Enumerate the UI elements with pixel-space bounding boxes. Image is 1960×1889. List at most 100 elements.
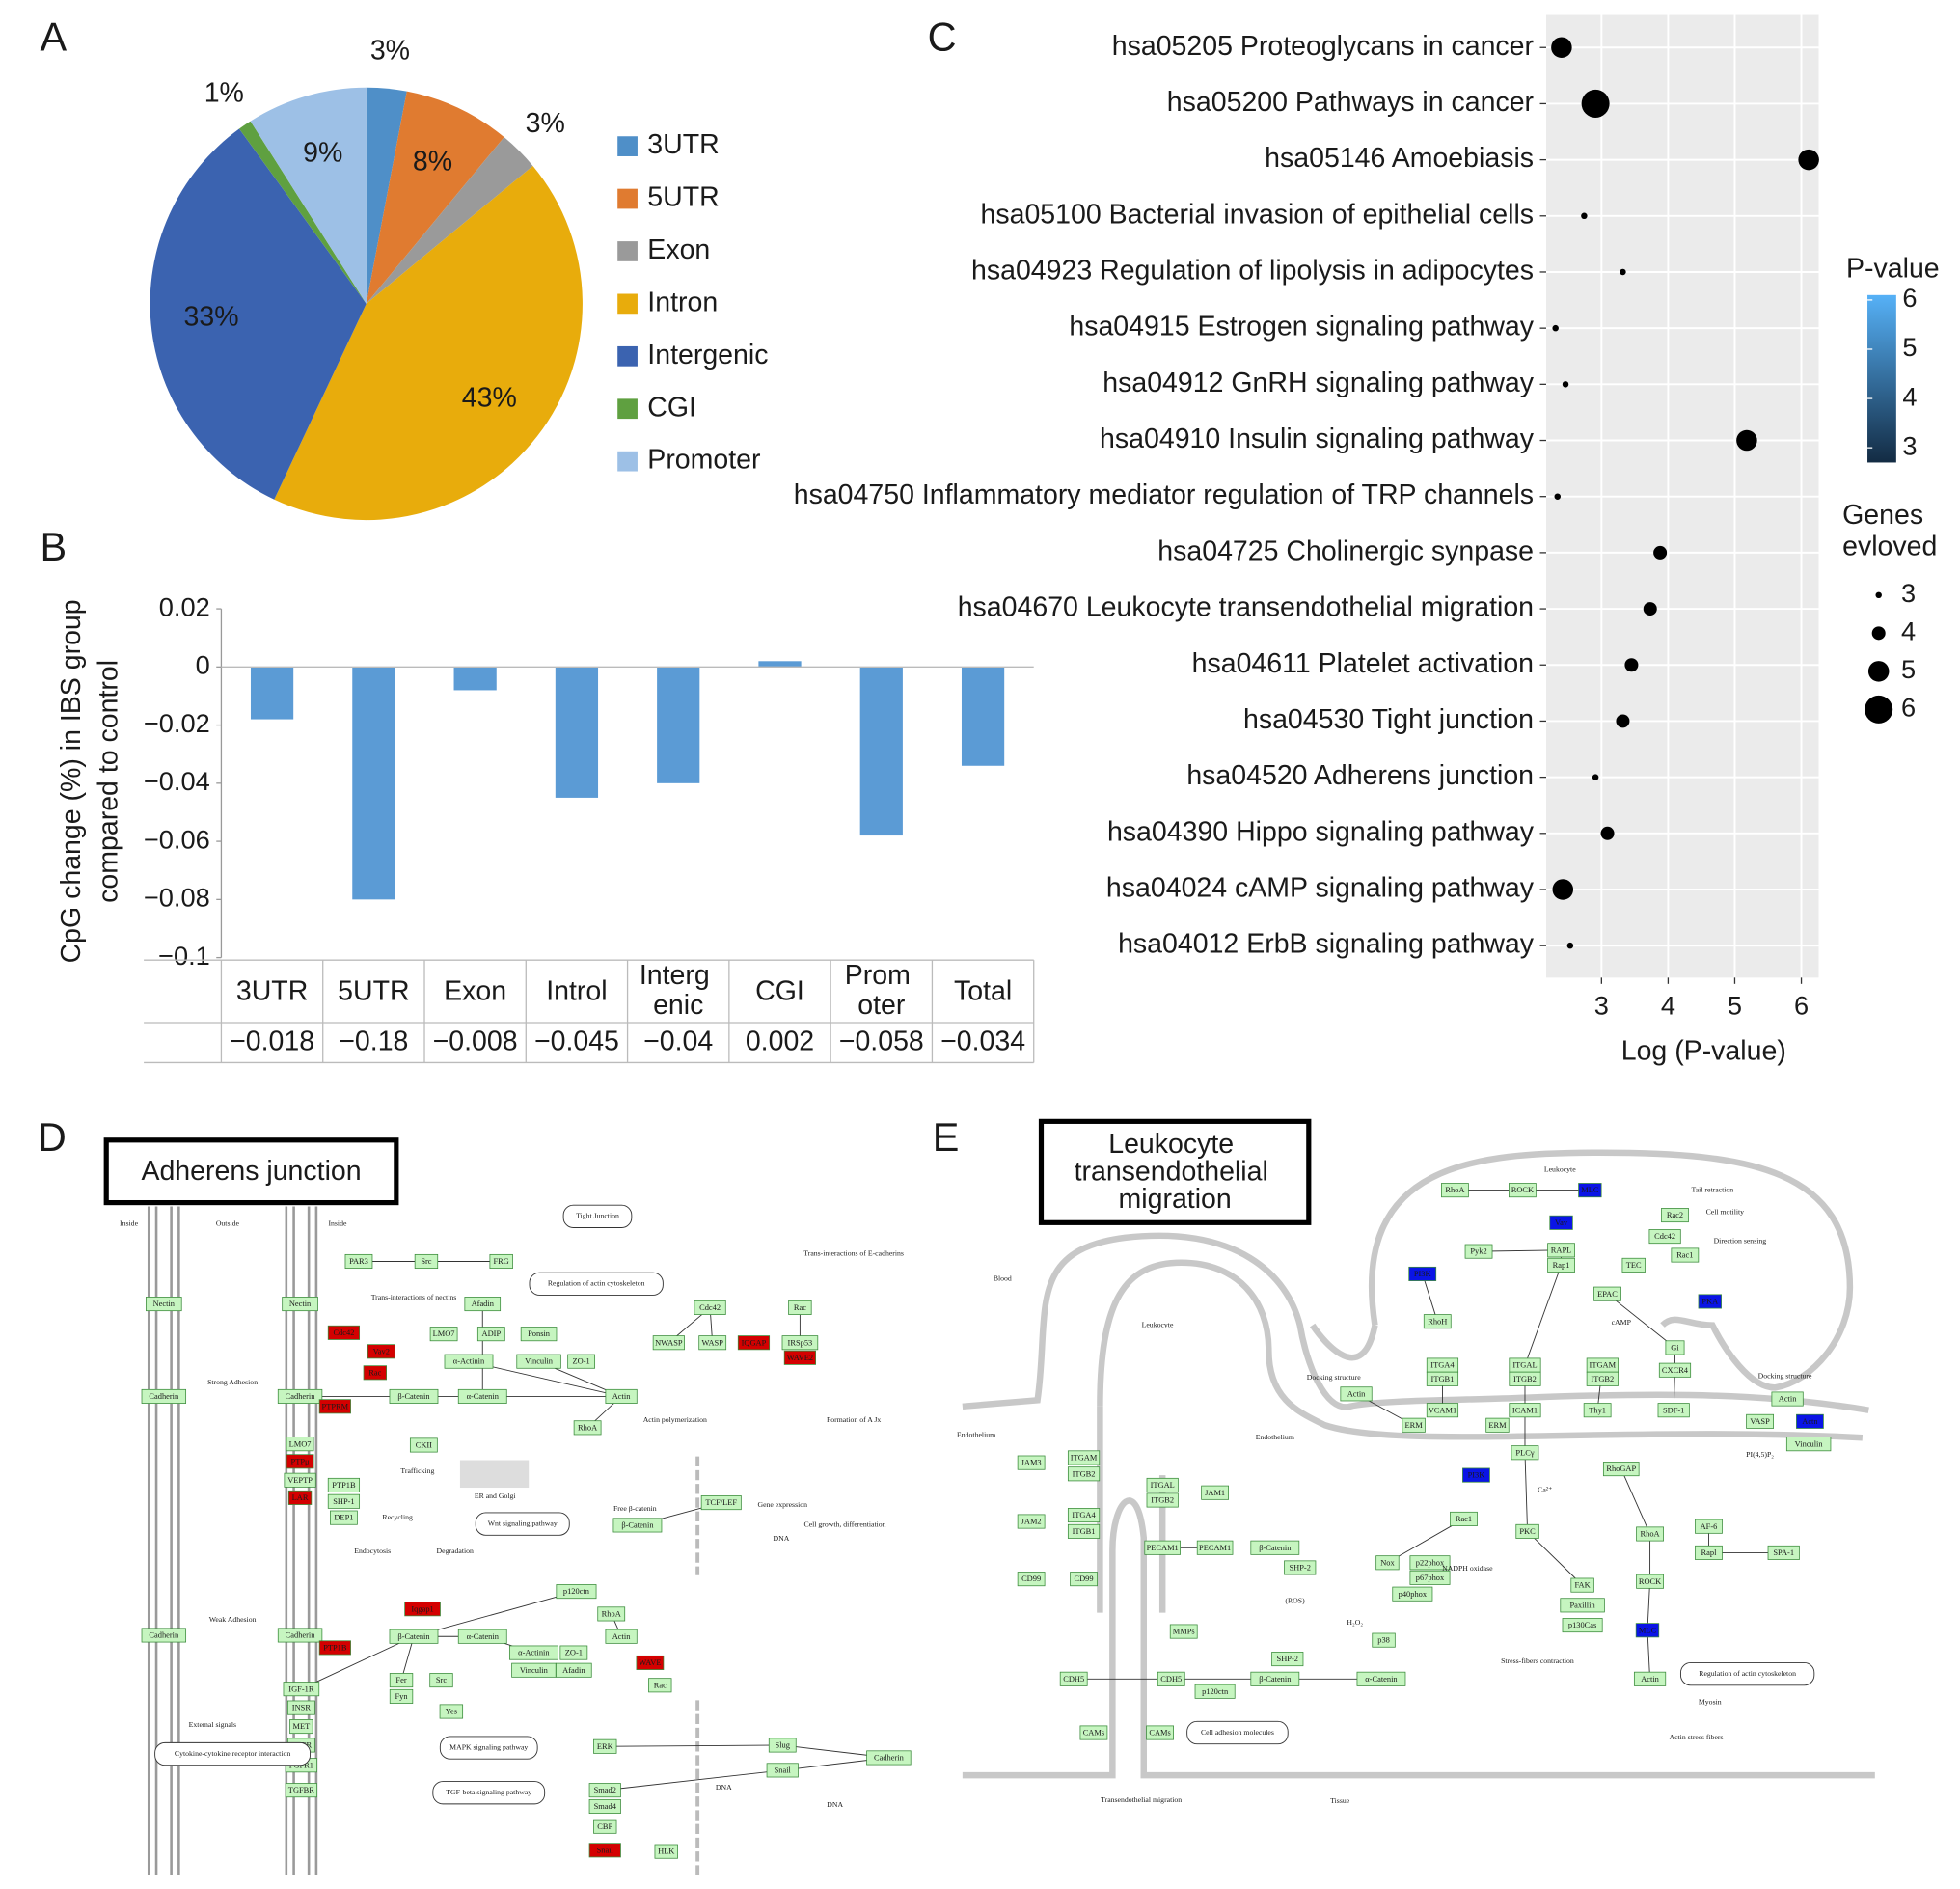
edge xyxy=(1422,1273,1439,1323)
legend-tick-label: 6 xyxy=(1902,283,1917,313)
gene-label: HLK xyxy=(658,1847,674,1856)
gene-label: NWASP xyxy=(655,1337,683,1347)
gene-label: α-Actinin xyxy=(518,1648,550,1657)
gene-node xyxy=(1661,1208,1689,1223)
gene-node xyxy=(1509,1403,1541,1418)
note: Tissue xyxy=(1330,1796,1350,1805)
gene-label: EPAC xyxy=(1597,1289,1618,1299)
legend-title: Genes evloved xyxy=(1842,500,1937,561)
category-label: 3UTR xyxy=(236,975,308,1006)
gene-label: VCAM1 xyxy=(1429,1405,1456,1414)
gene-node xyxy=(652,1335,685,1351)
title-box xyxy=(1038,1118,1312,1225)
gene-label: Rap1 xyxy=(1553,1260,1570,1270)
note: H₂O₂ xyxy=(1347,1618,1363,1627)
gene-label: ITGB2 xyxy=(1073,1468,1096,1478)
gene-label: RhoGAP xyxy=(1606,1464,1636,1473)
gene-node xyxy=(330,1510,358,1525)
gene-label: ITGA4 xyxy=(1430,1360,1455,1370)
gene-node xyxy=(1146,1492,1179,1508)
gene-node xyxy=(1547,1257,1575,1273)
gene-label: IGF-1R xyxy=(288,1684,314,1693)
gene-node xyxy=(781,1335,819,1351)
gene-node xyxy=(457,1629,507,1644)
gene-label: PI3K xyxy=(1468,1470,1485,1480)
legend-swatch xyxy=(617,398,638,420)
gene-node xyxy=(327,1493,361,1509)
legend-label: 4 xyxy=(1901,616,1916,646)
gene-label: RhoA xyxy=(602,1609,622,1619)
note: Docking structure xyxy=(1307,1373,1361,1382)
data-label: 8% xyxy=(413,146,452,177)
gene-label: α-Catenin xyxy=(467,1631,500,1641)
note: DNA xyxy=(774,1534,790,1543)
gene-label: β-Catenin xyxy=(1259,1674,1292,1684)
edge xyxy=(1527,1531,1584,1586)
gene-label: Iqgap1 xyxy=(411,1603,433,1613)
note: Myosin xyxy=(1699,1698,1722,1707)
gene-label: Cadherin xyxy=(286,1630,316,1640)
gene-label: p38 xyxy=(1377,1635,1390,1645)
gene-node xyxy=(286,1700,315,1715)
gene-label: SHP-1 xyxy=(333,1496,354,1506)
gene-label: TEC xyxy=(1626,1260,1642,1270)
gene-label: Src xyxy=(436,1675,447,1684)
gene-label: Vinculin xyxy=(520,1665,549,1675)
note: Leukocyte xyxy=(1544,1165,1576,1174)
gene-label: SPA-1 xyxy=(1773,1547,1794,1557)
gene-node xyxy=(1284,1560,1317,1575)
gene-node xyxy=(1017,1455,1046,1470)
gene-label: ITGA4 xyxy=(1072,1510,1096,1519)
note: Endothelium xyxy=(1256,1433,1294,1441)
panel-label: D xyxy=(38,1114,67,1160)
pie-slice xyxy=(366,91,504,304)
bar xyxy=(758,661,802,668)
gene-label: Pyk2 xyxy=(1470,1246,1486,1256)
gene-node xyxy=(1633,1671,1667,1686)
bar xyxy=(453,667,497,691)
gene-node xyxy=(367,1344,395,1359)
gene-label: MLC xyxy=(1639,1625,1657,1634)
bar xyxy=(859,667,903,836)
note: Tail retraction xyxy=(1692,1185,1734,1193)
x-tick-label: 6 xyxy=(1794,991,1809,1021)
table-value: −0.034 xyxy=(940,1026,1025,1056)
gene-node xyxy=(1067,1523,1101,1539)
table-value: −0.18 xyxy=(339,1026,408,1056)
gene-label: Actin xyxy=(612,1391,631,1401)
pathway-link xyxy=(154,1741,312,1766)
gene-node xyxy=(1767,1545,1800,1560)
note: Transendothelial migration xyxy=(1101,1795,1182,1804)
gene-node xyxy=(287,1490,313,1505)
gene-label: Smad4 xyxy=(594,1801,617,1811)
gene-node xyxy=(489,1253,513,1270)
gene-label: SDF-1 xyxy=(1663,1405,1684,1414)
data-label: 1% xyxy=(204,77,244,108)
membranes xyxy=(962,1149,1875,1779)
edge xyxy=(1645,1581,1651,1631)
title-box xyxy=(103,1137,399,1206)
gene-node xyxy=(1602,1462,1640,1477)
edge xyxy=(605,1742,784,1748)
gene-node xyxy=(1509,1371,1541,1386)
gene-node xyxy=(1509,1183,1537,1198)
gene-node xyxy=(1250,1540,1300,1555)
edge xyxy=(400,1635,416,1681)
gene-label: RhoA xyxy=(1445,1185,1465,1194)
gene-label: VEPTP xyxy=(287,1475,313,1485)
edge xyxy=(1606,1293,1675,1349)
gene-node xyxy=(344,1253,373,1270)
gene-label: ZO-1 xyxy=(565,1648,583,1657)
y-tick-label: −0.04 xyxy=(144,766,210,796)
gene-label: ITGB2 xyxy=(1151,1495,1174,1505)
x-tick-label: 4 xyxy=(1661,991,1675,1021)
point xyxy=(1620,268,1626,276)
gene-node xyxy=(1146,1725,1174,1740)
gene-label: ITGAL xyxy=(1512,1360,1537,1370)
gene-label: ITGB1 xyxy=(1073,1526,1096,1536)
edge xyxy=(1524,1452,1530,1533)
legend-swatch xyxy=(617,451,638,472)
legend-point xyxy=(1867,661,1890,682)
gene-node xyxy=(363,1365,387,1381)
diagram-title: Adherens junction xyxy=(141,1156,361,1187)
